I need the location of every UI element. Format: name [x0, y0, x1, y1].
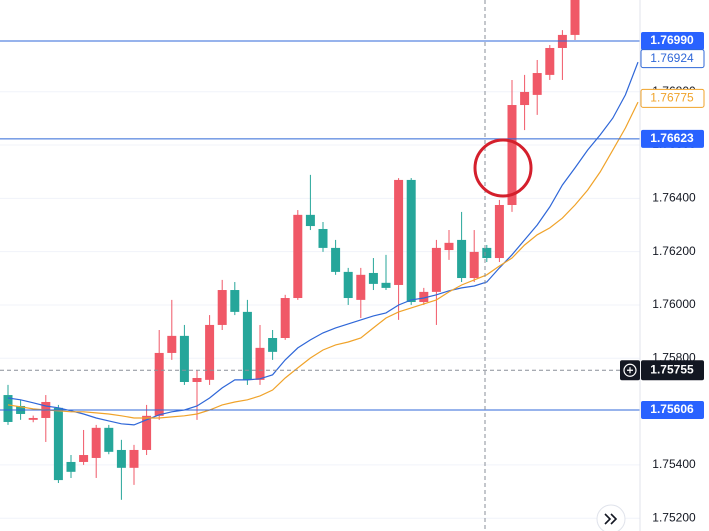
price-line-label-bg [641, 400, 704, 419]
y-tick-label: 1.75200 [652, 510, 696, 524]
candle-body [331, 247, 341, 272]
price-line-label-bg [641, 129, 704, 148]
candle-body [104, 427, 114, 452]
price-line-label-bg [641, 32, 704, 51]
ma-label: 1.76924 [650, 51, 694, 65]
candle-body [507, 105, 517, 205]
candle-body [381, 282, 391, 288]
crosshair-plus-icon [627, 367, 633, 374]
candle-body [154, 352, 164, 416]
candle-body [116, 449, 126, 468]
ma-label: 1.76775 [650, 91, 694, 105]
y-tick-label: 1.76400 [652, 190, 696, 204]
ma-label-bg [640, 88, 705, 108]
candle-body [3, 395, 13, 422]
y-tick-label: 1.76200 [652, 244, 696, 258]
candle-body [167, 335, 177, 353]
moving-average-line [7, 101, 639, 419]
y-tick-label: 1.76000 [652, 297, 696, 311]
price-line-label: 1.76623 [650, 131, 694, 145]
candle-body [469, 251, 479, 279]
candle-body [356, 274, 366, 300]
candle-body [482, 247, 492, 259]
moving-average-line [7, 61, 639, 426]
candle-body [242, 311, 252, 380]
candle-body [545, 47, 555, 75]
candle-body [79, 455, 89, 462]
candle-body [570, 0, 580, 35]
crosshair-label: 1.75755 [650, 362, 694, 376]
candle-body [53, 407, 63, 481]
candle-body [494, 204, 504, 259]
scroll-button-bg[interactable] [596, 504, 626, 531]
candle-body [142, 415, 152, 450]
crosshair-label-bg [641, 360, 704, 381]
candle-body [368, 272, 378, 284]
candle-body [91, 427, 101, 458]
price-labels: 1.76990 1.76623 1.75606 1.76924 1.76775 1.757… [620, 32, 705, 419]
candle-body [192, 377, 202, 382]
candle-body [394, 179, 404, 285]
candle-body [532, 73, 542, 95]
candle-body [293, 214, 303, 299]
scroll-button[interactable] [596, 504, 626, 531]
ma-label-bg [640, 49, 705, 69]
candle-body [318, 228, 328, 248]
candle-body [255, 347, 265, 380]
y-tick-label: 1.75400 [652, 457, 696, 471]
plot-area [0, 0, 640, 500]
candle-body [457, 239, 467, 279]
candle-body [230, 290, 240, 312]
candle-body [268, 338, 278, 352]
candle-body [343, 271, 353, 299]
candle-body [419, 291, 429, 303]
candle-body [179, 335, 189, 382]
candle-body [280, 298, 290, 339]
candle-body [431, 247, 441, 292]
highlight-circle [473, 138, 533, 198]
price-line-label: 1.75606 [650, 402, 694, 416]
candle-body [305, 214, 315, 227]
candle-body [129, 449, 139, 468]
candle-body [66, 461, 76, 472]
candle-body [205, 324, 215, 380]
candle-body [520, 91, 530, 106]
scroll-icon[interactable] [604, 513, 618, 525]
candle-body [217, 290, 227, 325]
candle-body [406, 179, 416, 303]
candle-body [28, 417, 38, 420]
crosshair-plus-icon [623, 363, 637, 377]
price-line-label: 1.76990 [650, 33, 694, 47]
grid [0, 91, 640, 519]
candle-body [444, 242, 454, 251]
price-axis: 1.752001.754001.758001.760001.762001.764… [652, 84, 696, 525]
